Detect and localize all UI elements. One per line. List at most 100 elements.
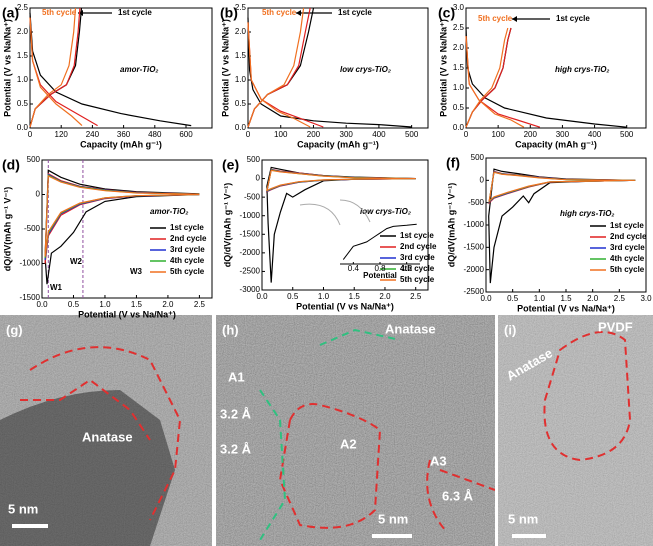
plot-frame (261, 159, 429, 291)
micrograph-label: A2 (340, 436, 357, 451)
annotation: W2 (70, 257, 83, 266)
panel-label: (f) (446, 155, 460, 171)
y-tick-label: -3000 (240, 285, 261, 294)
x-tick-label: 1.0 (534, 294, 546, 303)
y-tick-label: -1000 (20, 259, 41, 268)
micrograph-label: A1 (228, 369, 245, 384)
x-tick-label: 2.0 (379, 292, 391, 301)
inset-line (342, 223, 417, 260)
x-tick-label: 240 (86, 130, 100, 139)
x-axis-label: Potential (V vs Na/Na⁺) (296, 301, 394, 311)
y-tick-label: 2.5 (453, 23, 465, 32)
y-axis-label: Potential (V vs Na/Na⁺) (2, 19, 12, 117)
plot-frame (247, 7, 429, 129)
y-tick-label: 0.0 (17, 123, 29, 132)
series-line (247, 7, 324, 128)
micrograph-i-bg (498, 315, 653, 546)
y-tick-label: -1500 (20, 293, 41, 302)
x-tick-label: 0 (28, 130, 33, 139)
legend-label: 4th cycle (400, 264, 435, 273)
x-tick-label: 0 (246, 130, 251, 139)
y-tick-label: 1.0 (17, 75, 29, 84)
series-line (488, 171, 636, 203)
legend-label: 4th cycle (170, 256, 205, 265)
legend-label: 1st cycle (170, 223, 204, 232)
x-tick-label: 0.5 (287, 292, 299, 301)
legend-label: 5th cycle (400, 275, 435, 284)
y-tick-label: 0 (256, 174, 261, 183)
y-tick-label: 0.5 (17, 99, 29, 108)
x-tick-label: 200 (307, 130, 321, 139)
arrow-head (512, 16, 517, 22)
x-tick-label: 300 (556, 130, 570, 139)
inset-tick-label: 0.8 (374, 264, 386, 273)
y-axis-label: dQ/dV(mAh g⁻¹ V⁻¹) (446, 183, 456, 268)
annotation: W3 (130, 267, 143, 276)
panel-label: (c) (438, 5, 455, 21)
micrograph-panel-label: (i) (504, 322, 516, 337)
y-tick-label: 0 (480, 175, 485, 184)
micrograph-g-bg (0, 315, 212, 546)
legend-label: 3rd cycle (610, 243, 645, 252)
x-tick-label: 400 (588, 130, 602, 139)
x-tick-label: 3.0 (640, 294, 652, 303)
x-tick-label: 2.5 (410, 292, 422, 301)
y-tick-label: -1500 (464, 242, 485, 251)
series-line (488, 168, 636, 284)
annotation: amor-TiO₂ (150, 207, 188, 216)
panel-label: (b) (220, 5, 238, 21)
x-tick-label: 0.5 (68, 300, 80, 309)
y-tick-label: -2500 (464, 287, 485, 296)
y-tick-label: -2000 (464, 265, 485, 274)
x-tick-label: 100 (491, 130, 505, 139)
y-tick-label: 2.0 (235, 27, 247, 36)
series-line (488, 171, 636, 204)
micrograph-panel-label: (g) (6, 322, 23, 337)
y-tick-label: 2.0 (17, 27, 29, 36)
y-tick-label: -2000 (240, 248, 261, 257)
legend-label: 2nd cycle (400, 242, 437, 251)
annotation: 1st cycle (338, 8, 372, 17)
y-axis-label: dQ/dV(mAh g⁻¹ V⁻¹) (2, 187, 12, 272)
scale-bar-label: 5 nm (508, 511, 538, 526)
annotation: low crys-TiO₂ (360, 207, 411, 216)
scale-bar-label: 5 nm (8, 501, 38, 516)
series-line (488, 170, 636, 205)
x-tick-label: 1.5 (349, 292, 361, 301)
x-axis-label: Potential (V vs Na/Na⁺) (517, 303, 615, 313)
x-tick-label: 100 (274, 130, 288, 139)
y-tick-label: -2500 (240, 267, 261, 276)
series-line (488, 171, 636, 203)
annotation: 5th cycle (262, 8, 297, 17)
x-tick-label: 1.5 (560, 294, 572, 303)
y-tick-label: 0.0 (235, 123, 247, 132)
inset-pointer (299, 199, 371, 226)
x-tick-label: 400 (372, 130, 386, 139)
x-tick-label: 600 (179, 130, 193, 139)
y-tick-label: 0.5 (453, 103, 465, 112)
x-tick-label: 2.5 (614, 294, 626, 303)
annotation: 1st cycle (118, 8, 152, 17)
inset-label: Potential (363, 271, 397, 280)
plot-frame (29, 7, 213, 129)
y-tick-label: 2.0 (453, 43, 465, 52)
y-tick-label: 1.0 (235, 75, 247, 84)
legend-label: 1st cycle (610, 221, 644, 230)
y-tick-label: 500 (471, 153, 485, 162)
series-line (465, 27, 525, 128)
x-axis-label: Capacity (mAh g⁻¹) (80, 139, 162, 149)
legend-label: 4th cycle (610, 254, 645, 263)
series-line (29, 7, 83, 128)
y-axis-label: dQ/dV(mAh g⁻¹ V⁻¹) (222, 183, 232, 268)
legend-label: 2nd cycle (610, 232, 647, 241)
series-line (44, 169, 200, 285)
x-tick-label: 1.0 (99, 300, 111, 309)
micrograph-h-bg (216, 315, 495, 546)
x-axis-label: Potential (V vs Na/Na⁺) (78, 309, 176, 319)
annotation: low crys-TiO₂ (340, 65, 391, 74)
y-tick-label: -500 (244, 192, 261, 201)
y-tick-label: 2.5 (17, 3, 29, 12)
annotation: W1 (50, 283, 63, 292)
arrow-head (296, 10, 301, 16)
